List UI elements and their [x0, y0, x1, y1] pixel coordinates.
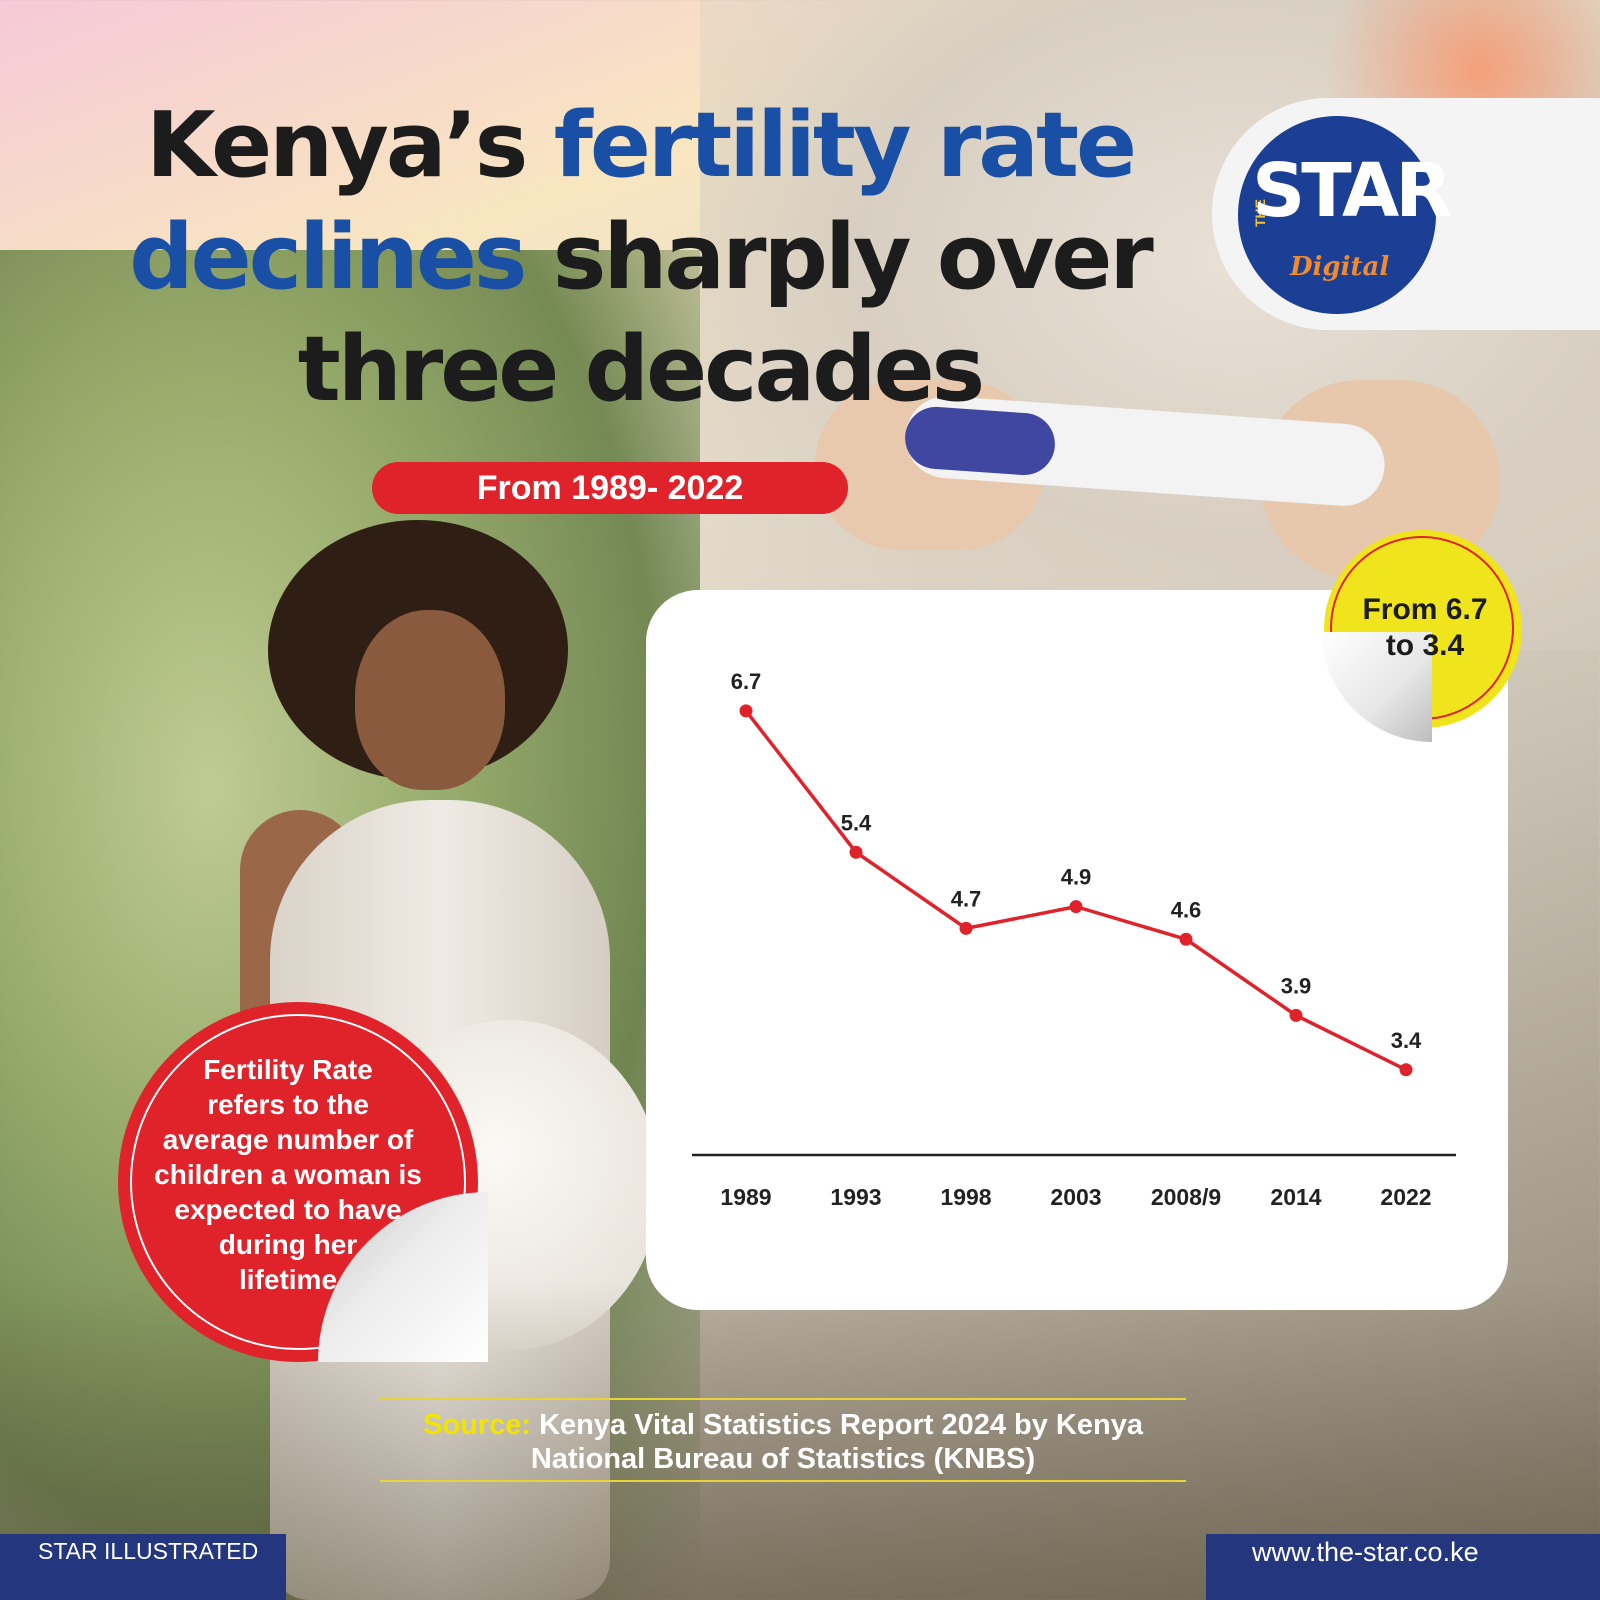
definition-line: Fertility Rate — [203, 1054, 373, 1085]
callout-line-1: From 6.7 — [1362, 593, 1488, 626]
definition-badge-ring — [130, 1014, 466, 1350]
data-label: 6.7 — [731, 669, 762, 694]
the-star-logo — [1238, 116, 1436, 314]
data-point — [1399, 1063, 1413, 1077]
data-point — [739, 704, 753, 718]
footer-credit: STAR ILLUSTRATED — [0, 1534, 286, 1600]
data-point — [849, 845, 863, 859]
source-divider-top — [380, 1398, 1186, 1400]
series-line — [744, 709, 1407, 1072]
footer-website-link[interactable]: www.the-star.co.ke — [1206, 1534, 1600, 1600]
callout-text: From 6.7 to 3.4 — [1340, 592, 1510, 664]
title-highlight-1: fertility rate — [553, 93, 1137, 198]
fertility-line-chart: 6.7 1989 5.4 1993 4.7 1998 4.9 2003 4.6 2008/9 3.9… — [692, 669, 1456, 1210]
title-part-1: Kenya’s — [145, 93, 554, 198]
x-tick-label: 2014 — [1270, 1184, 1321, 1210]
definition-line: lifetime — [238, 1264, 338, 1295]
source-divider-bottom — [380, 1480, 1186, 1482]
data-label: 3.4 — [1391, 1028, 1422, 1053]
x-tick-label: 2008/9 — [1151, 1184, 1221, 1210]
source-label: Source: — [423, 1409, 532, 1441]
data-point — [1069, 900, 1083, 914]
source-text: Kenya Vital Statistics Report 2024 by Ke… — [530, 1409, 1143, 1475]
data-label: 5.4 — [841, 810, 872, 835]
definition-line: expected to have — [174, 1194, 402, 1225]
page-title: Kenya’s fertility rate declines sharply … — [100, 90, 1180, 426]
data-label: 4.7 — [951, 886, 982, 911]
data-point — [1289, 1008, 1303, 1022]
data-point — [959, 921, 973, 935]
definition-line: during her — [218, 1229, 358, 1260]
title-part-5: three decades — [297, 317, 985, 422]
definition-line: refers to the — [207, 1089, 369, 1120]
logo-digital-text: Digital — [1290, 252, 1390, 282]
data-label: 4.6 — [1171, 897, 1202, 922]
x-tick-label: 2022 — [1380, 1184, 1431, 1210]
logo-star-text: STAR — [1252, 148, 1452, 234]
woman-face-illustration — [355, 610, 505, 790]
definition-line: children a woman is — [154, 1159, 422, 1190]
x-tick-label: 1993 — [830, 1184, 881, 1210]
x-tick-label: 1989 — [720, 1184, 771, 1210]
definition-text: Fertility Rate refers to the average num… — [140, 1052, 436, 1297]
data-point — [1179, 932, 1193, 946]
title-part-4: sharply over — [524, 205, 1154, 310]
x-tick-label: 2003 — [1050, 1184, 1101, 1210]
source-note: Source: Kenya Vital Statistics Report 20… — [370, 1408, 1196, 1476]
date-range-pill: From 1989- 2022 — [372, 462, 848, 514]
data-label: 4.9 — [1061, 865, 1092, 890]
x-tick-label: 1998 — [940, 1184, 991, 1210]
data-label: 3.9 — [1281, 973, 1312, 998]
definition-line: average number of — [162, 1124, 414, 1155]
callout-line-2: to 3.4 — [1385, 629, 1465, 662]
title-highlight-2: declines — [129, 205, 527, 310]
